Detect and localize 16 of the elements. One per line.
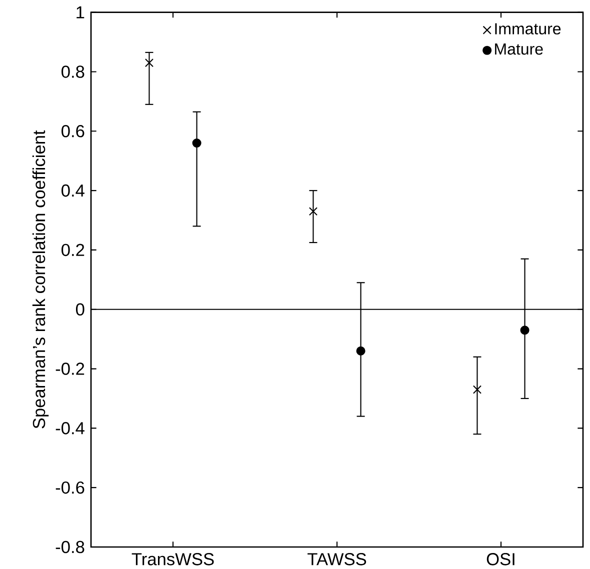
- y-tick-label: -0.6: [56, 481, 84, 494]
- y-tick-label: -0.8: [56, 540, 84, 554]
- x-tick-label: TransWSS: [132, 553, 214, 566]
- y-tick-label: 0.4: [62, 184, 84, 197]
- y-axis-title: Spearman’s rank correlation coefficient: [32, 130, 49, 428]
- y-tick-label: 0: [76, 303, 84, 316]
- y-tick-label: 0.2: [62, 244, 84, 256]
- legend-label: Immature: [495, 23, 561, 34]
- y-tick-label: -0.2: [56, 362, 84, 375]
- y-tick-label: 0.8: [62, 66, 84, 78]
- y-tick-label: 0.6: [62, 125, 84, 138]
- x-tick-label: OSI: [486, 553, 514, 566]
- y-tick-label: 1: [76, 6, 84, 18]
- y-tick-label: -0.4: [56, 422, 84, 434]
- x-tick-label: TAWSS: [308, 553, 366, 566]
- legend-label: Mature: [495, 44, 543, 55]
